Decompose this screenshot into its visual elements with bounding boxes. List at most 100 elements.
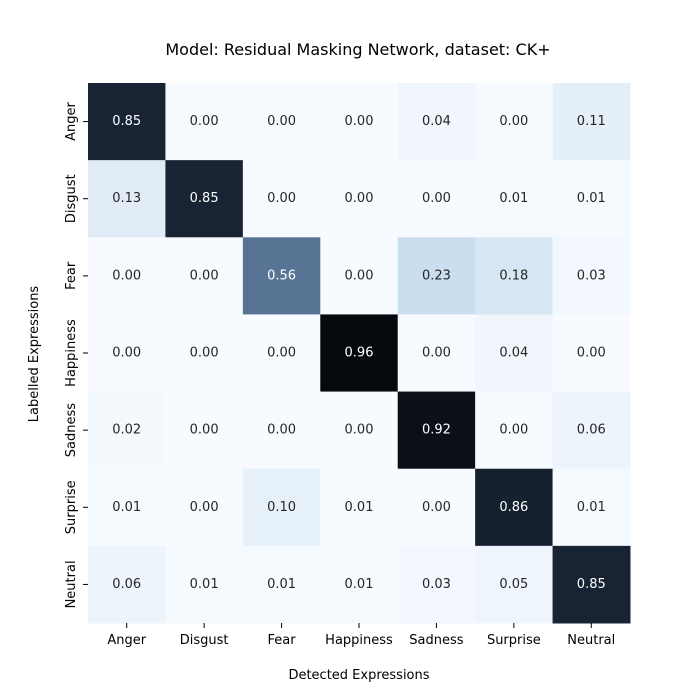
x-tick-label: Neutral <box>567 633 615 648</box>
cell-value-label: 0.01 <box>345 577 374 592</box>
heatmap-cell <box>397 237 476 315</box>
cell-value-label: 0.00 <box>190 268 219 283</box>
heatmap-cell-labels: 0.85 0.00 0.00 0.00 0.04 0.00 0.11 0.13 0.85 0.00… <box>112 114 606 592</box>
cell-value-label: 0.04 <box>422 114 451 129</box>
cell-value-label: 0.00 <box>267 346 296 361</box>
cell-value-label: 0.00 <box>190 346 219 361</box>
cell-value-label: 0.01 <box>190 577 219 592</box>
cell-value-label: 0.00 <box>422 346 451 361</box>
y-tick-label: Fear <box>64 261 79 290</box>
heatmap-cell <box>475 314 554 393</box>
cell-value-label: 0.00 <box>345 191 374 206</box>
x-tick-label: Surprise <box>487 633 541 648</box>
cell-value-label: 0.00 <box>190 423 219 438</box>
cell-value-label: 0.85 <box>577 577 606 592</box>
y-tick-label: Anger <box>64 102 79 141</box>
heatmap-cell <box>552 468 631 547</box>
cell-value-label: 0.00 <box>267 423 296 438</box>
cell-value-label: 0.18 <box>499 268 528 283</box>
cell-value-label: 0.00 <box>345 268 374 283</box>
cell-value-label: 0.00 <box>422 500 451 515</box>
x-axis-ticks: Anger Disgust Fear Happiness Sadness Surprise… <box>107 623 615 648</box>
cell-value-label: 0.56 <box>267 268 296 283</box>
heatmap-cell <box>88 237 166 315</box>
y-axis-ticks: Anger Disgust Fear Happiness Sadness Surprise… <box>64 102 88 608</box>
cell-value-label: 0.00 <box>112 268 141 283</box>
cell-value-label: 0.00 <box>345 114 374 129</box>
heatmap-cell <box>320 83 399 161</box>
cell-value-label: 0.01 <box>267 577 296 592</box>
cell-value-label: 0.00 <box>499 114 528 129</box>
cell-value-label: 0.01 <box>345 500 374 515</box>
cell-value-label: 0.00 <box>345 423 374 438</box>
cell-value-label: 0.06 <box>112 577 141 592</box>
cell-value-label: 0.10 <box>267 500 296 515</box>
heatmap-cell <box>552 391 631 470</box>
cell-value-label: 0.00 <box>112 346 141 361</box>
y-tick-label: Surprise <box>64 480 79 534</box>
cell-value-label: 0.03 <box>422 577 451 592</box>
x-tick-label: Disgust <box>180 633 229 648</box>
cell-value-label: 0.06 <box>577 423 606 438</box>
x-tick-label: Happiness <box>325 633 393 648</box>
cell-value-label: 0.05 <box>499 577 528 592</box>
x-tick-label: Sadness <box>409 633 463 648</box>
cell-value-label: 0.00 <box>422 191 451 206</box>
y-tick-label: Neutral <box>64 560 79 608</box>
heatmap-cell <box>242 468 321 547</box>
cell-value-label: 0.02 <box>112 423 141 438</box>
chart-title: Model: Residual Masking Network, dataset… <box>165 40 550 59</box>
heatmap-cell <box>165 314 244 393</box>
heatmap-cell <box>475 160 554 238</box>
heatmap-cell <box>165 83 244 161</box>
cell-value-label: 0.00 <box>499 423 528 438</box>
heatmap-cell <box>320 237 399 315</box>
cell-value-label: 0.96 <box>345 346 374 361</box>
cell-value-label: 0.01 <box>499 191 528 206</box>
heatmap-cell <box>242 83 321 161</box>
heatmap-cell <box>397 391 476 470</box>
heatmap-cell <box>397 468 476 547</box>
cell-value-label: 0.92 <box>422 423 451 438</box>
heatmap-cell <box>320 160 399 238</box>
x-axis-label: Detected Expressions <box>288 668 429 683</box>
cell-value-label: 0.23 <box>422 268 451 283</box>
x-tick-label: Fear <box>268 633 297 648</box>
cell-value-label: 0.01 <box>577 500 606 515</box>
cell-value-label: 0.01 <box>112 500 141 515</box>
heatmap-cell <box>475 468 554 547</box>
heatmap-cells <box>88 83 631 624</box>
heatmap-cell <box>165 468 244 547</box>
heatmap-cell <box>165 391 244 470</box>
heatmap-cell <box>320 545 399 624</box>
heatmap-cell <box>165 237 244 315</box>
heatmap-cell <box>242 314 321 393</box>
heatmap-cell <box>242 160 321 238</box>
heatmap-cell <box>242 237 321 315</box>
heatmap-cell <box>475 237 554 315</box>
cell-value-label: 0.04 <box>499 346 528 361</box>
heatmap-cell <box>397 160 476 238</box>
y-tick-label: Happiness <box>64 319 79 387</box>
heatmap-cell <box>320 391 399 470</box>
heatmap-cell <box>475 391 554 470</box>
cell-value-label: 0.00 <box>190 500 219 515</box>
heatmap-cell <box>320 314 399 393</box>
heatmap-cell <box>242 545 321 624</box>
heatmap-cell <box>397 545 476 624</box>
heatmap-cell <box>88 83 166 161</box>
heatmap-cell <box>88 391 166 470</box>
heatmap-cell <box>552 160 631 238</box>
x-tick-label: Anger <box>107 633 146 648</box>
cell-value-label: 0.00 <box>190 114 219 129</box>
heatmap-cell <box>242 391 321 470</box>
heatmap-cell <box>475 83 554 161</box>
heatmap-cell <box>552 237 631 315</box>
y-axis-label: Labelled Expressions <box>27 286 42 423</box>
cell-value-label: 0.85 <box>112 114 141 129</box>
cell-value-label: 0.00 <box>577 346 606 361</box>
heatmap-cell <box>552 545 631 624</box>
heatmap-cell <box>165 160 244 238</box>
heatmap-cell <box>397 314 476 393</box>
